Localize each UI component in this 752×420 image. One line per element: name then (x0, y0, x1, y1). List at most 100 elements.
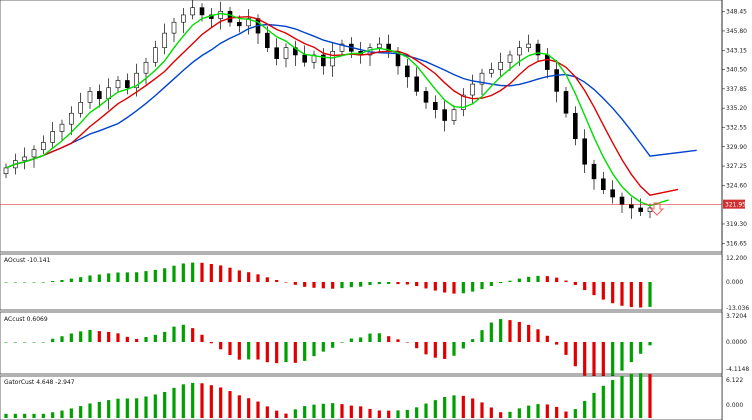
histogram-bar (88, 275, 92, 282)
histogram-bar (144, 336, 148, 342)
candle-body (554, 69, 559, 92)
candle-body (153, 47, 158, 63)
histogram-bar (573, 409, 577, 418)
histogram-bar (13, 413, 17, 418)
histogram-bar (163, 331, 167, 342)
histogram-bar (116, 272, 120, 282)
histogram-bar (396, 410, 400, 418)
histogram-bar (163, 268, 167, 282)
histogram-bar (536, 275, 540, 282)
histogram-bar (116, 333, 120, 342)
histogram-bar (452, 342, 456, 356)
price-tick-label: 327.25 (726, 163, 747, 170)
histogram-bar (573, 342, 577, 367)
candle-body (489, 69, 494, 74)
gator-indicator-pane[interactable]: GatorCust 4.648 -2.947 6.122 0.000 (0, 373, 743, 420)
histogram-bar (620, 376, 624, 418)
histogram-bar (620, 282, 624, 306)
histogram-bar (415, 282, 419, 287)
histogram-bar (499, 412, 503, 418)
gator-histogram (4, 373, 652, 418)
histogram-bar (629, 282, 633, 308)
histogram-bar (461, 342, 465, 349)
histogram-bar (200, 383, 204, 418)
candle-body (339, 43, 345, 52)
candle-body (591, 163, 597, 180)
histogram-bar (555, 406, 559, 418)
candle-body (162, 32, 167, 49)
candle-body (311, 54, 317, 63)
histogram-bar (527, 405, 531, 418)
histogram-bar (545, 276, 549, 282)
histogram-bar (69, 408, 73, 418)
histogram-bar (172, 265, 176, 282)
histogram-bar (209, 342, 213, 344)
histogram-bar (611, 342, 615, 378)
histogram-bar (284, 342, 288, 363)
ao-indicator-pane[interactable]: AOcust -10.141 12.200 0.000 -13.036 (0, 253, 749, 312)
histogram-bar (23, 413, 27, 418)
histogram-bar (237, 270, 241, 282)
histogram-bar (153, 269, 157, 282)
histogram-bar (415, 342, 419, 349)
gator-tick-high: 6.122 (726, 377, 743, 384)
histogram-bar (405, 409, 409, 418)
histogram-bar (219, 387, 223, 418)
histogram-bar (153, 394, 157, 418)
histogram-bar (23, 282, 27, 283)
histogram-bar (443, 282, 447, 293)
candle-body (582, 138, 587, 165)
candle-body (414, 76, 419, 92)
candle-body (470, 83, 475, 96)
ac-tick-low: -4.1148 (726, 366, 749, 373)
candle-body (638, 207, 643, 212)
histogram-bar (4, 413, 8, 418)
candle-body (274, 47, 279, 59)
histogram-bar (172, 387, 176, 418)
candle-body (479, 72, 485, 85)
ao-tick-zero: 0.000 (726, 279, 743, 286)
histogram-bar (555, 342, 559, 345)
histogram-bar (181, 263, 185, 282)
ac-indicator-pane[interactable]: ACcust 0.6069 3.7204 0.0000 -4.1148 (0, 311, 749, 381)
histogram-bar (620, 342, 624, 371)
histogram-bar (536, 404, 540, 418)
down-arrow-icon (649, 202, 665, 216)
histogram-bar (51, 412, 55, 418)
histogram-bar (601, 342, 605, 381)
histogram-bar (489, 407, 493, 418)
histogram-bar (200, 262, 204, 282)
histogram-bar (116, 398, 120, 418)
moving-average-mid-line (5, 15, 679, 196)
histogram-bar (237, 342, 241, 360)
candle-body (433, 102, 438, 110)
histogram-bar (107, 273, 111, 282)
candle-body (442, 109, 447, 121)
histogram-bar (275, 280, 279, 282)
histogram-bar (433, 282, 437, 291)
histogram-bar (471, 339, 475, 342)
candle-body (22, 156, 27, 161)
candle-body (610, 189, 615, 198)
histogram-bar (321, 403, 325, 418)
histogram-bar (387, 410, 391, 418)
histogram-bar (592, 282, 596, 296)
candle-body (265, 32, 270, 49)
price-tick-label: 319.30 (726, 221, 747, 228)
histogram-bar (256, 342, 260, 360)
ac-indicator-title: ACcust 0.6069 (4, 316, 48, 323)
gator-tick-zero: 0.000 (726, 402, 743, 409)
histogram-bar (293, 409, 297, 418)
histogram-bar (443, 397, 447, 418)
moving-average-slow-line (5, 23, 697, 169)
candle-body (78, 102, 83, 114)
histogram-bar (265, 277, 269, 282)
histogram-bar (97, 401, 101, 418)
price-tick-label: 329.90 (726, 144, 747, 151)
histogram-bar (23, 342, 27, 343)
histogram-bar (536, 329, 540, 342)
price-chart-pane[interactable] (0, 0, 723, 253)
candle-body (517, 47, 522, 56)
histogram-bar (517, 408, 521, 418)
histogram-bar (312, 342, 316, 357)
